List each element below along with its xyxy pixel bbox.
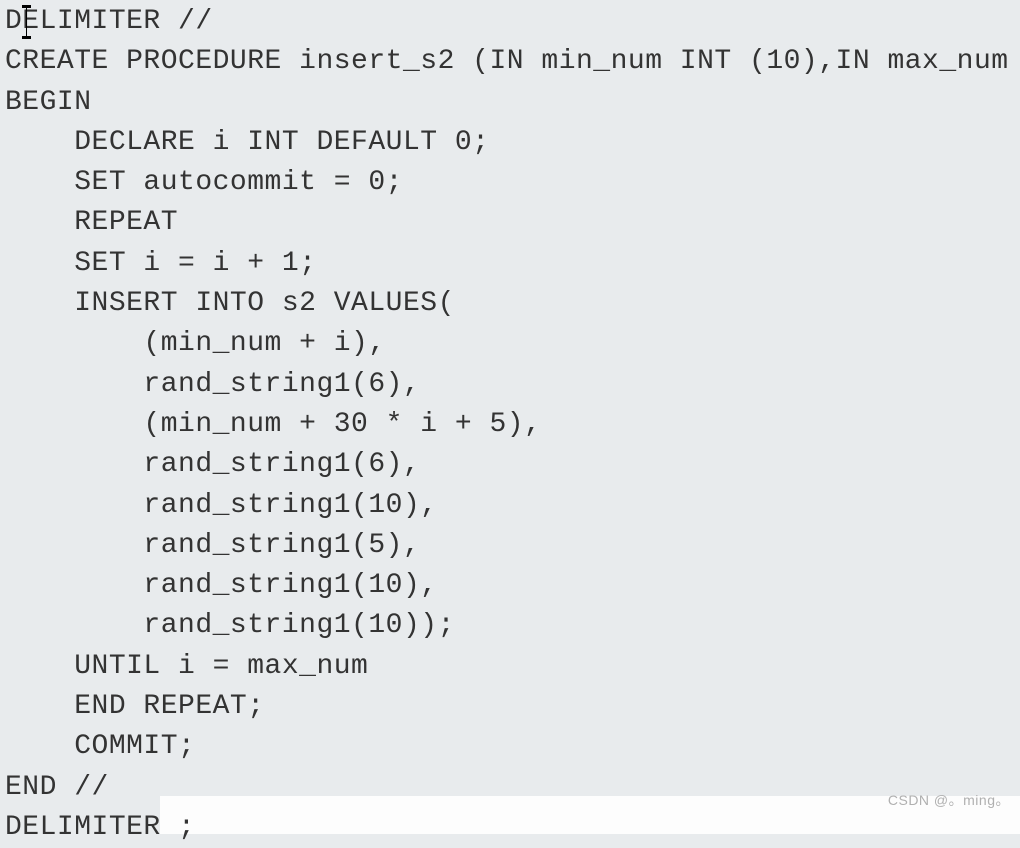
code-line: UNTIL i = max_num: [5, 651, 368, 682]
code-block[interactable]: DELIMITER // CREATE PROCEDURE insert_s2 …: [5, 2, 1015, 848]
code-line: SET autocommit = 0;: [5, 167, 403, 198]
code-line: DELIMITER //: [5, 6, 213, 37]
text-cursor: [26, 8, 27, 36]
code-line: INSERT INTO s2 VALUES(: [5, 288, 455, 319]
code-line: REPEAT: [5, 207, 178, 238]
code-line: SET i = i + 1;: [5, 248, 316, 279]
code-line: CREATE PROCEDURE insert_s2 (IN min_num I…: [5, 46, 1020, 77]
code-line: rand_string1(10));: [5, 610, 455, 641]
code-line: rand_string1(10),: [5, 570, 438, 601]
code-line: DELIMITER ;: [5, 812, 195, 843]
code-line: (min_num + 30 * i + 5),: [5, 409, 541, 440]
code-line: (min_num + i),: [5, 328, 386, 359]
code-line: rand_string1(6),: [5, 449, 420, 480]
watermark-text: CSDN @。ming。: [888, 780, 1010, 820]
code-line: BEGIN: [5, 87, 92, 118]
code-line: rand_string1(6),: [5, 369, 420, 400]
code-line: END //: [5, 772, 109, 803]
code-line: END REPEAT;: [5, 691, 265, 722]
code-line: rand_string1(10),: [5, 490, 438, 521]
code-line: COMMIT;: [5, 731, 195, 762]
code-line: rand_string1(5),: [5, 530, 420, 561]
code-line: DECLARE i INT DEFAULT 0;: [5, 127, 489, 158]
